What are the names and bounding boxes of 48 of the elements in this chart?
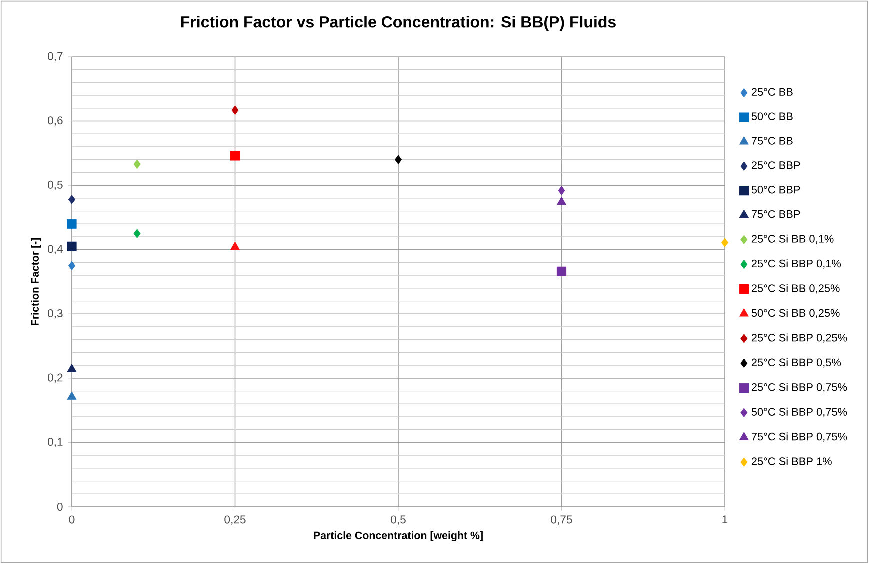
x-axis-title: Particle Concentration [weight %] — [314, 532, 483, 542]
legend-label: 25°C BBP — [752, 162, 800, 170]
legend-label: 25°C Si BB 0,1% — [752, 234, 834, 244]
point — [556, 266, 567, 277]
point — [230, 242, 240, 250]
legend-label: 50°C BB — [752, 112, 793, 120]
legend-label: 25°C Si BBP 1% — [752, 457, 832, 466]
point — [67, 242, 77, 252]
legend-label: 50°C Si BBP 0,75% — [752, 408, 848, 418]
legend-label: 25°C Si BB 0,25% — [752, 284, 840, 294]
point — [67, 392, 77, 400]
point — [134, 229, 141, 238]
point — [134, 160, 141, 169]
point — [68, 261, 76, 270]
y-tick-label: 0,1 — [48, 438, 63, 448]
x-tick-label: 0 — [69, 516, 75, 524]
legend-label: 75°C BBP — [752, 210, 800, 218]
legend-label: 25°C Si BBP 0,75% — [752, 383, 848, 393]
point — [557, 196, 566, 206]
x-tick-label: 1 — [722, 516, 728, 524]
y-tick-label: 0,4 — [48, 245, 63, 255]
point — [68, 195, 76, 204]
y-tick-label: 0,3 — [48, 309, 63, 319]
legend-label: 25°C Si BBP 0,5% — [752, 358, 842, 368]
y-tick-label: 0,5 — [48, 180, 63, 190]
x-tick-label: 0,25 — [224, 516, 246, 526]
point — [558, 186, 566, 196]
point — [67, 219, 77, 229]
x-tick-label: 0,75 — [551, 516, 572, 526]
y-axis-title: Friction Factor [-] — [31, 238, 42, 326]
point — [67, 364, 77, 372]
legend-label: 25°C BB — [752, 88, 793, 96]
point — [230, 151, 240, 161]
point — [395, 155, 402, 164]
legend-label: 75°C Si BBP 0,75% — [752, 432, 848, 442]
legend-label: 25°C Si BBP 0,1% — [752, 260, 842, 269]
point — [232, 106, 239, 115]
y-tick-label: 0 — [57, 502, 63, 511]
legend-label: 50°C BBP — [752, 186, 800, 194]
x-tick-label: 0,5 — [391, 516, 406, 526]
legend-label: 75°C BB — [752, 137, 793, 145]
legend-label: 50°C Si BB 0,25% — [752, 309, 840, 318]
y-tick-label: 0,6 — [48, 116, 63, 126]
y-tick-label: 0,2 — [48, 374, 63, 384]
y-tick-label: 0,7 — [48, 52, 63, 62]
point — [722, 238, 728, 248]
legend-label: 25°C Si BBP 0,25% — [752, 334, 848, 344]
chart-title: Friction Factor vs Particle Concentration: Si BB(P) Fluids — [181, 16, 616, 31]
